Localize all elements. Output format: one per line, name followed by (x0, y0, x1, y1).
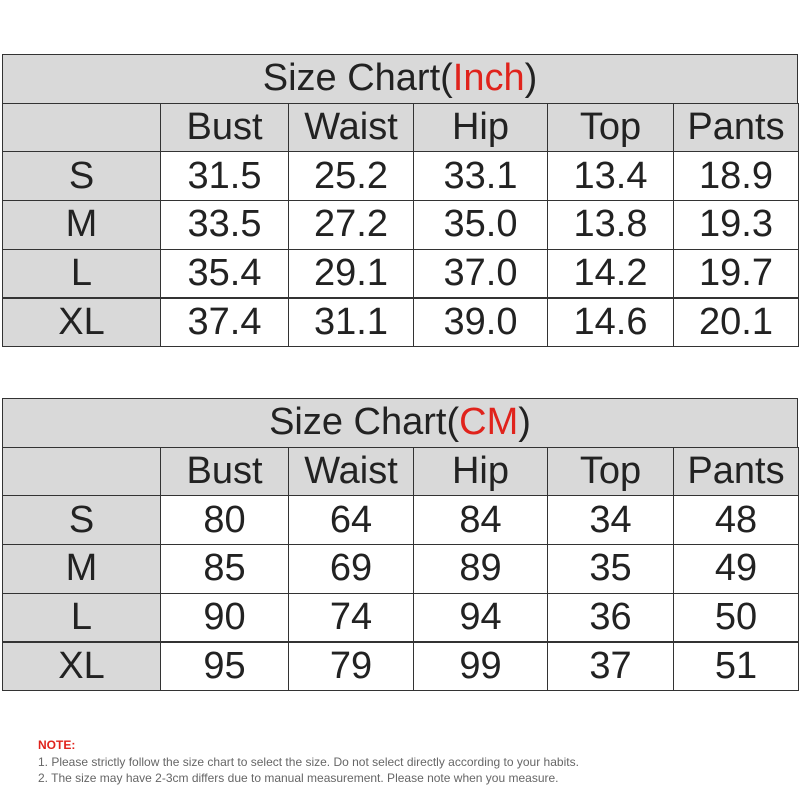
column-header: Pants (673, 446, 799, 497)
note-line: 1. Please strictly follow the size chart… (38, 755, 579, 769)
table-cell: 79 (288, 641, 414, 692)
table-cell: 99 (413, 641, 548, 692)
table-cell: 14.2 (547, 248, 674, 299)
row-label: M (2, 200, 161, 250)
table-cell: 90 (160, 592, 289, 643)
corner-cell (2, 102, 161, 153)
note-line: 2. The size may have 2-3cm differs due t… (38, 771, 559, 785)
column-header: Hip (413, 446, 548, 497)
table-cell: 31.1 (288, 297, 414, 348)
table-cell: 69 (288, 544, 414, 594)
table-cell: 89 (413, 544, 548, 594)
table-cell: 19.3 (673, 200, 799, 250)
table-cell: 39.0 (413, 297, 548, 348)
table-cell: 33.5 (160, 200, 289, 250)
table-cell: 20.1 (673, 297, 799, 348)
column-header: Waist (288, 102, 414, 153)
table-cell: 36 (547, 592, 674, 643)
table-cell: 37.0 (413, 248, 548, 299)
table-cell: 19.7 (673, 248, 799, 299)
table-cell: 80 (160, 495, 289, 546)
table-cell: 85 (160, 544, 289, 594)
table-cell: 49 (673, 544, 799, 594)
title-prefix: Size Chart( (262, 57, 453, 100)
table-cell: 35 (547, 544, 674, 594)
row-label: S (2, 151, 161, 202)
table-cell: 18.9 (673, 151, 799, 202)
table-cell: 64 (288, 495, 414, 546)
table-cell: 74 (288, 592, 414, 643)
title-unit: CM (459, 401, 519, 444)
column-header: Top (547, 446, 674, 497)
table-title: Size Chart(Inch) (2, 54, 798, 104)
row-label: XL (2, 297, 161, 348)
column-header: Bust (160, 446, 289, 497)
table-cell: 35.4 (160, 248, 289, 299)
table-cell: 37 (547, 641, 674, 692)
table-cell: 27.2 (288, 200, 414, 250)
table-title: Size Chart(CM) (2, 398, 798, 448)
table-cell: 29.1 (288, 248, 414, 299)
row-label: L (2, 248, 161, 299)
table-cell: 84 (413, 495, 548, 546)
table-cell: 95 (160, 641, 289, 692)
table-cell: 33.1 (413, 151, 548, 202)
row-label: S (2, 495, 161, 546)
row-label: L (2, 592, 161, 643)
column-header: Bust (160, 102, 289, 153)
table-cell: 94 (413, 592, 548, 643)
table-cell: 25.2 (288, 151, 414, 202)
table-cell: 50 (673, 592, 799, 643)
table-cell: 48 (673, 495, 799, 546)
note-heading: NOTE: (38, 738, 76, 752)
column-header: Hip (413, 102, 548, 153)
title-suffix: ) (518, 401, 531, 444)
table-cell: 31.5 (160, 151, 289, 202)
table-cell: 35.0 (413, 200, 548, 250)
title-prefix: Size Chart( (269, 401, 460, 444)
title-unit: Inch (452, 57, 525, 100)
column-header: Top (547, 102, 674, 153)
corner-cell (2, 446, 161, 497)
row-label: M (2, 544, 161, 594)
table-cell: 13.4 (547, 151, 674, 202)
column-header: Waist (288, 446, 414, 497)
column-header: Pants (673, 102, 799, 153)
table-cell: 13.8 (547, 200, 674, 250)
row-label: XL (2, 641, 161, 692)
table-cell: 34 (547, 495, 674, 546)
title-suffix: ) (524, 57, 538, 100)
table-cell: 14.6 (547, 297, 674, 348)
table-cell: 37.4 (160, 297, 289, 348)
table-cell: 51 (673, 641, 799, 692)
